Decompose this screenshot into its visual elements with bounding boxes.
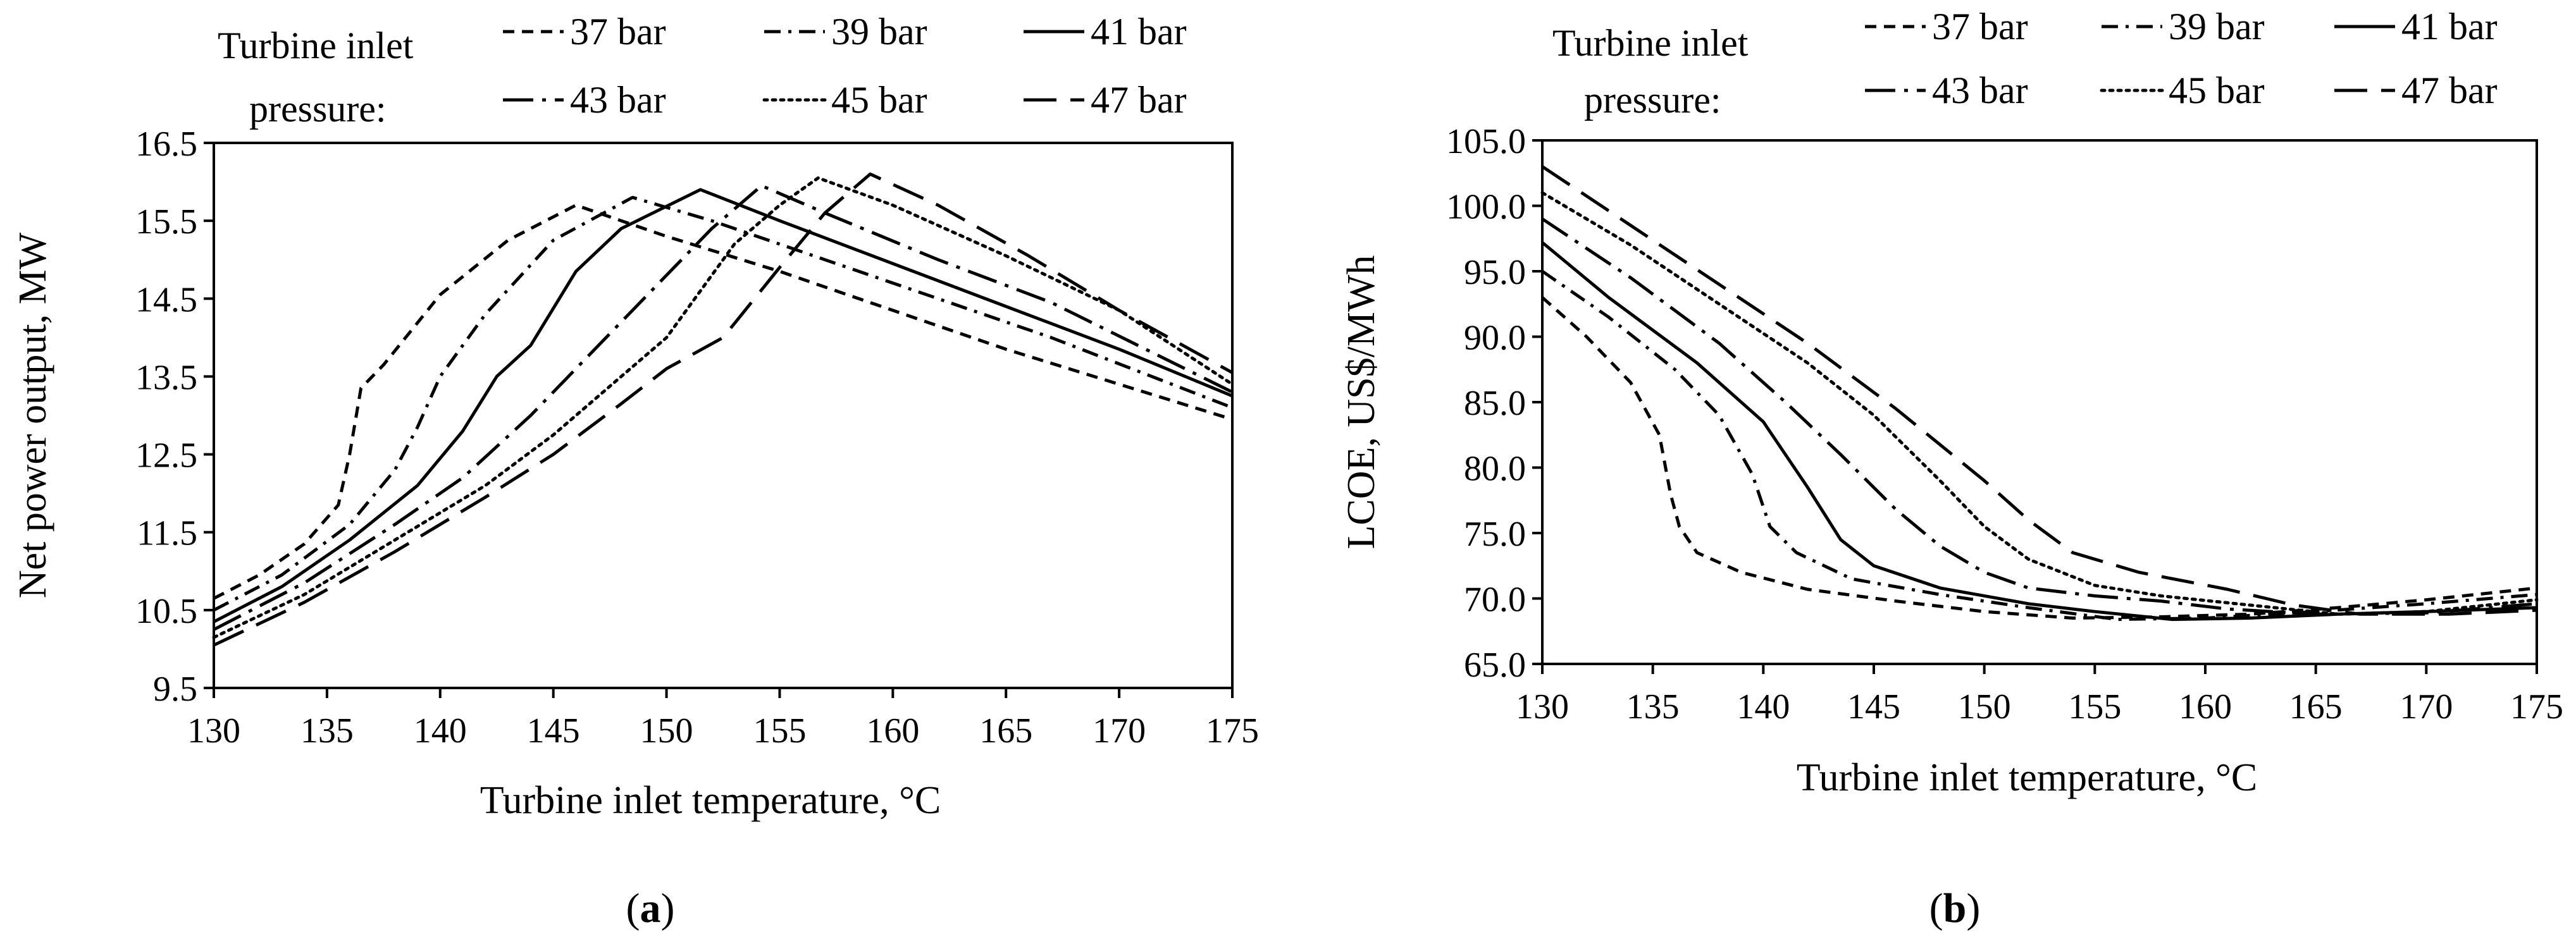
y-tick-label: 70.0 [1464,580,1526,620]
y-tick-label: 13.5 [135,358,197,397]
series-line-43-bar [213,184,1234,631]
chart-panel-b: 65.0 70.0 75.0 80.0 85.0 90.0 95.0 100.0 105.0 13… [1340,6,2563,931]
plot-frame [1541,139,2538,665]
legend-title: Turbine inlet [218,25,414,66]
x-tick-label: 170 [2400,687,2453,727]
y-tick-label: 75.0 [1464,515,1526,554]
x-tick-label: 175 [1206,711,1259,751]
legend-entry-label: 37 bar [570,11,666,52]
x-tick-label: 145 [1847,687,1900,727]
series-line-47-bar [213,172,1234,647]
y-tick-label: 11.5 [137,514,197,553]
series-line-45-bar [212,176,1234,639]
x-axis-title: Turbine inlet temperature, °C [480,779,941,822]
legend-entry-label: 41 bar [2401,6,2498,47]
panel-letter: b [1943,885,1967,931]
legend-title: Turbine inlet [1552,22,1749,64]
panel-label: (a) [626,885,675,931]
legend-entry-label: 45 bar [2169,70,2265,111]
y-axis-title: Net power output, MW [11,232,54,598]
chart-panel-a: 9.5 10.5 11.5 12.5 13.5 14.5 15.5 16.5 130 135 140… [11,11,1259,931]
legend-entry-label: 37 bar [1932,6,2028,47]
y-axis-title: LCOE, US$/MWh [1340,255,1383,549]
x-tick-label: 150 [1958,687,2011,727]
legend-entry-label: 39 bar [831,11,927,52]
plot-frame [213,142,1234,689]
legend-entry-label: 43 bar [570,79,666,121]
x-tick-label: 160 [866,711,919,751]
x-tick-label: 165 [979,711,1032,751]
series-line-37-bar [1541,296,2537,620]
x-tick-label: 130 [187,711,240,751]
series-line-45-bar [1540,191,2539,616]
x-tick-label: 160 [2179,687,2232,727]
series-line-43-bar [1541,218,2537,616]
y-tick-label: 95.0 [1464,253,1526,292]
x-tick-label: 135 [300,711,354,751]
x-tick-label: 145 [527,711,580,751]
panel-label: (b) [1929,885,1981,931]
y-tick-label: 9.5 [153,670,197,709]
y-tick-label: 85.0 [1464,384,1526,423]
x-tick-label: 135 [1626,687,1680,727]
legend-title: pressure: [1584,79,1721,121]
series-line-39-bar [213,195,1233,612]
y-tick-label: 14.5 [135,280,197,319]
series-line-39-bar [1541,269,2537,622]
legend-entry-label: 45 bar [831,79,927,121]
legend-title: pressure: [249,88,387,130]
y-tick-label: 16.5 [135,125,197,164]
x-tick-label: 140 [414,711,467,751]
y-tick-label: 15.5 [135,202,197,242]
series-line-41-bar [1541,241,2537,622]
y-tick-label: 100.0 [1446,188,1526,227]
legend-entry-label: 43 bar [1932,70,2028,111]
series-line-41-bar [213,188,1233,623]
x-tick-label: 130 [1516,687,1569,727]
series-line-47-bar [1541,165,2537,616]
series-line-37-bar [213,204,1233,600]
legend-entry-label: 47 bar [2401,70,2498,111]
x-tick-label: 175 [2510,687,2563,727]
x-tick-label: 155 [2068,687,2121,727]
y-tick-label: 80.0 [1464,450,1526,489]
legend-entry-label: 47 bar [1091,79,1187,121]
y-tick-label: 10.5 [135,592,197,631]
legend-entry-label: 39 bar [2169,6,2265,47]
x-tick-label: 150 [640,711,693,751]
x-tick-label: 170 [1093,711,1146,751]
y-tick-label: 90.0 [1464,319,1526,358]
x-tick-label: 140 [1737,687,1790,727]
x-tick-label: 155 [753,711,806,751]
y-tick-label: 12.5 [135,436,197,476]
y-tick-label: 65.0 [1464,646,1526,685]
x-axis-title: Turbine inlet temperature, °C [1797,756,2257,799]
legend-entry-label: 41 bar [1091,11,1187,52]
panel-letter: a [640,885,661,931]
y-tick-label: 105.0 [1446,122,1526,161]
x-tick-label: 165 [2289,687,2343,727]
